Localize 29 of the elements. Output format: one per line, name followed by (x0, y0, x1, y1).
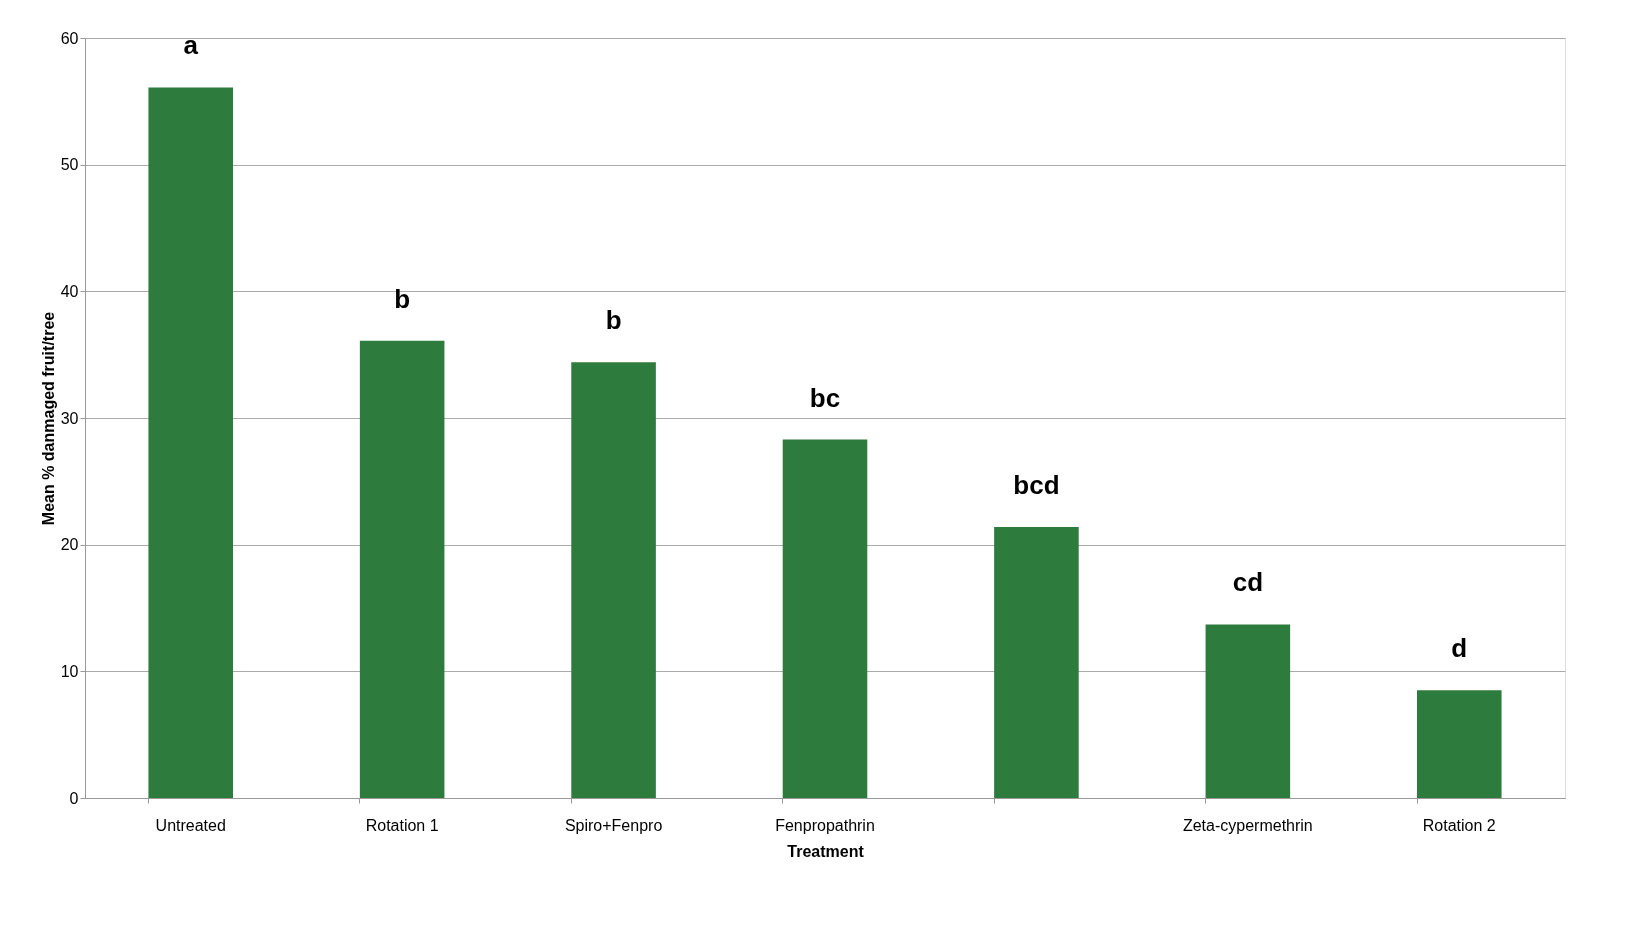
bar (571, 362, 656, 798)
annotation: a (183, 30, 199, 61)
x-tick-label: Rotation 1 (365, 816, 439, 834)
annotation: bc (809, 382, 841, 413)
annotation: bcd (1013, 469, 1060, 500)
y-tick-label: 60 (60, 29, 79, 47)
x-tick-label: Fenpropathrin (775, 816, 875, 834)
x-tick-label: Spiro+Fenpro (564, 816, 663, 834)
annotation: b (605, 305, 622, 336)
y-tick-label: 30 (60, 409, 79, 427)
annotation: cd (1232, 567, 1264, 598)
x-axis-title: Treatment (787, 842, 865, 860)
y-tick-label: 20 (60, 536, 79, 554)
y-tick-label: 40 (60, 282, 79, 300)
x-tick-label: Rotation 2 (1422, 816, 1496, 834)
x-tick-label: Untreated (155, 816, 226, 834)
y-axis-title: Mean % danmaged fruit/tree (39, 311, 57, 526)
bar (782, 439, 868, 798)
y-tick-label: 10 (60, 662, 79, 680)
bar (148, 87, 233, 798)
x-tick-label: Zeta-cypermethrin (1182, 816, 1313, 834)
bar (994, 526, 1079, 798)
bar (359, 340, 445, 798)
annotation: b (394, 283, 411, 314)
annotation: d (1451, 633, 1468, 664)
y-tick-label: 50 (60, 156, 79, 174)
y-tick-label: 0 (69, 789, 79, 807)
bar (1417, 690, 1502, 798)
bar (1205, 624, 1291, 798)
